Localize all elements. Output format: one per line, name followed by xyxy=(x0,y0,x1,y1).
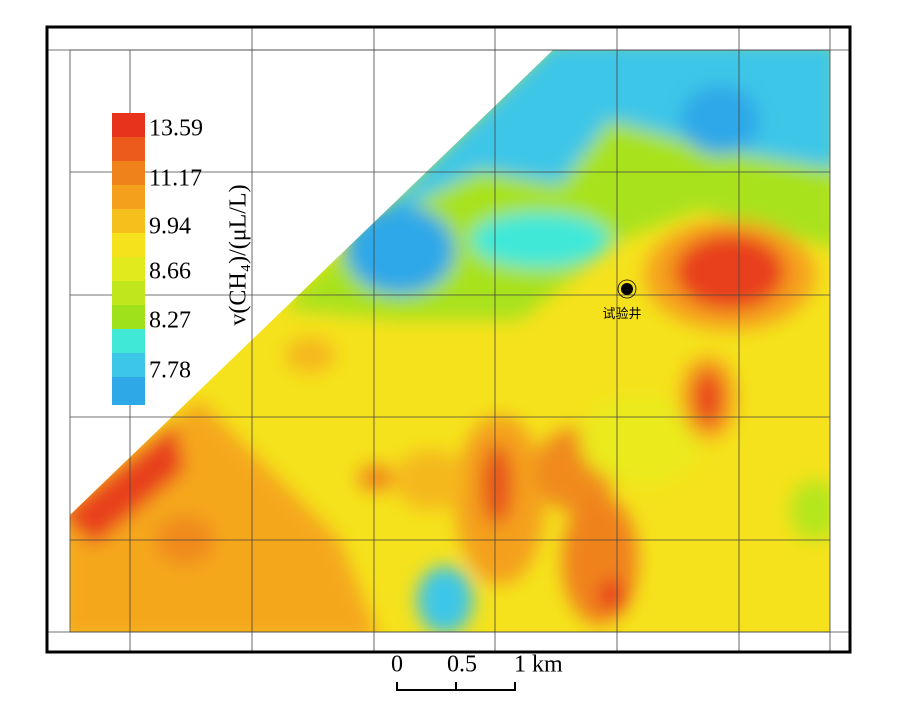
legend-label: 8.66 xyxy=(149,259,191,285)
well-ring xyxy=(617,279,637,299)
legend-label: 9.94 xyxy=(149,214,191,240)
well-label: 试验井 xyxy=(602,306,641,322)
legend-label: 8.27 xyxy=(149,308,191,334)
legend-label: 13.59 xyxy=(149,116,203,142)
legend-label: 11.17 xyxy=(149,166,202,192)
frame xyxy=(45,25,852,654)
legend-title: v(CH₄)/(μL/L) xyxy=(226,184,252,325)
scale-bar xyxy=(396,682,516,691)
scale-label: 0 xyxy=(391,652,403,678)
well-marker xyxy=(621,283,633,295)
scale-label: 0.5 xyxy=(447,652,477,678)
scale-label: 1 km xyxy=(514,652,563,678)
legend-bar xyxy=(112,113,145,405)
legend-label: 7.78 xyxy=(149,358,191,384)
